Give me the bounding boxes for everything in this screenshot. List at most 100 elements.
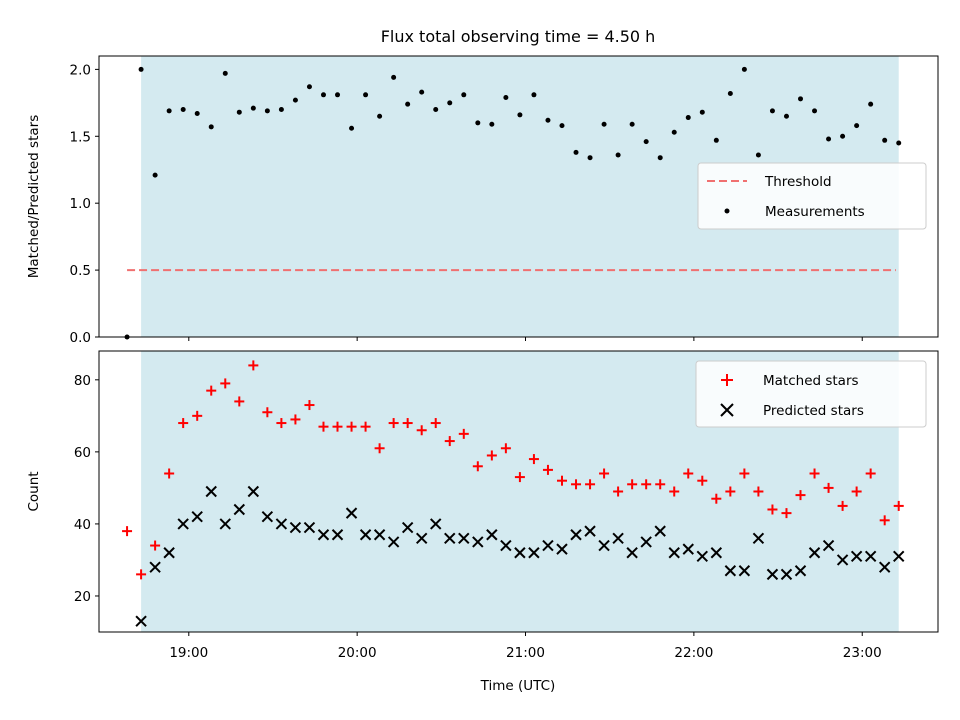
matched-stars-point (262, 407, 273, 418)
measurement-point (475, 120, 481, 126)
measurement-point (433, 107, 439, 113)
measurement-point (194, 111, 200, 117)
measurement-point (292, 97, 298, 103)
measurement-point (419, 89, 425, 95)
matched-stars-point (599, 468, 610, 479)
predicted-stars-point (444, 532, 456, 545)
matched-stars-point (122, 526, 133, 537)
measurement-point (615, 152, 621, 158)
matched-stars-point (851, 486, 862, 497)
predicted-stars-point (878, 561, 891, 573)
measurement-point (278, 107, 284, 113)
measurement-point (643, 139, 649, 145)
legend-measurements-swatch (724, 208, 730, 214)
matched-stars-point (725, 486, 736, 497)
matched-stars-point (206, 385, 217, 396)
matched-stars-point (893, 500, 904, 511)
predicted-stars-point (233, 503, 246, 516)
measurement-point (699, 109, 705, 115)
predicted-stars-point (654, 525, 666, 537)
matched-stars-point (655, 479, 666, 490)
predicted-stars-point (682, 543, 694, 555)
legend-threshold-label: Threshold (764, 174, 832, 190)
measurement-point (559, 123, 565, 129)
measurement-point (868, 101, 874, 107)
predicted-stars-point (570, 529, 582, 541)
measurement-point (601, 121, 607, 127)
predicted-stars-point (808, 547, 821, 559)
ratio-y-axis-label: Matched/Predicted stars (26, 115, 42, 278)
measurement-point (531, 92, 537, 98)
matched-stars-point (318, 421, 329, 432)
matched-stars-point (304, 400, 315, 411)
ratio-panel: 0.00.51.01.52.0 Matched/Predicted stars … (26, 55, 939, 346)
matched-stars-point (542, 464, 553, 475)
measurement-point (629, 121, 635, 127)
measurement-point (587, 155, 593, 161)
matched-stars-point (248, 360, 259, 371)
predicted-stars-point (359, 529, 372, 541)
matched-stars-point (809, 468, 820, 479)
y-tick-label: 40 (74, 517, 91, 533)
measurement-point (727, 90, 733, 96)
predicted-stars-point (500, 539, 512, 552)
predicted-stars-point (766, 568, 779, 581)
matched-stars-point (795, 490, 806, 501)
count-legend: Matched stars Predicted stars (695, 360, 927, 428)
predicted-stars-point (696, 550, 709, 563)
predicted-stars-point (514, 547, 526, 559)
measurement-point (783, 113, 789, 119)
measurement-point (306, 84, 312, 90)
measurement-point (854, 123, 860, 129)
ratio-legend-box (697, 162, 927, 230)
predicted-stars-point (850, 550, 863, 563)
predicted-stars-point (528, 547, 540, 559)
measurement-point (447, 100, 453, 106)
legend-matched-swatch (721, 374, 733, 386)
measurement-point (208, 124, 214, 130)
measurement-point (517, 112, 523, 118)
predicted-stars-point (149, 561, 161, 573)
matched-stars-point (683, 468, 694, 479)
predicted-stars-point (710, 547, 723, 559)
predicted-stars-point (205, 485, 217, 498)
matched-stars-point (472, 461, 483, 472)
measurement-point (335, 92, 341, 98)
chart-title: Flux total observing time = 4.50 h (381, 27, 656, 46)
matched-stars-point (556, 475, 567, 486)
predicted-stars-point (836, 554, 849, 566)
measurement-point (769, 108, 775, 114)
matched-stars-point (416, 425, 427, 436)
matched-stars-point (430, 418, 441, 429)
y-tick-label: 1.0 (70, 196, 91, 212)
measurement-point (180, 107, 186, 113)
predicted-stars-point (373, 529, 386, 541)
matched-stars-point (444, 436, 455, 447)
measurement-point (152, 172, 158, 178)
measurement-point (250, 105, 256, 111)
legend-predicted-swatch (720, 403, 734, 417)
predicted-stars-point (345, 507, 358, 519)
matched-stars-point (150, 540, 161, 551)
measurement-point (391, 74, 397, 80)
y-tick-label: 0.0 (70, 330, 91, 346)
measurement-point (222, 70, 228, 76)
ratio-frame (98, 55, 939, 338)
matched-stars-point (514, 472, 525, 483)
predicted-stars-point (415, 532, 428, 545)
measurement-point (363, 92, 369, 98)
matched-stars-point (332, 421, 343, 432)
predicted-stars-point (135, 615, 147, 627)
matched-stars-point (669, 486, 680, 497)
predicted-stars-point (598, 539, 610, 552)
matched-stars-point (753, 486, 764, 497)
predicted-stars-point (486, 529, 498, 541)
matched-stars-point (458, 428, 469, 439)
measurement-point (812, 108, 818, 114)
matched-stars-point (571, 479, 582, 490)
measurement-point (236, 109, 242, 115)
matched-stars-point (781, 508, 792, 519)
measurement-point (798, 96, 804, 102)
predicted-stars-point (247, 485, 260, 498)
